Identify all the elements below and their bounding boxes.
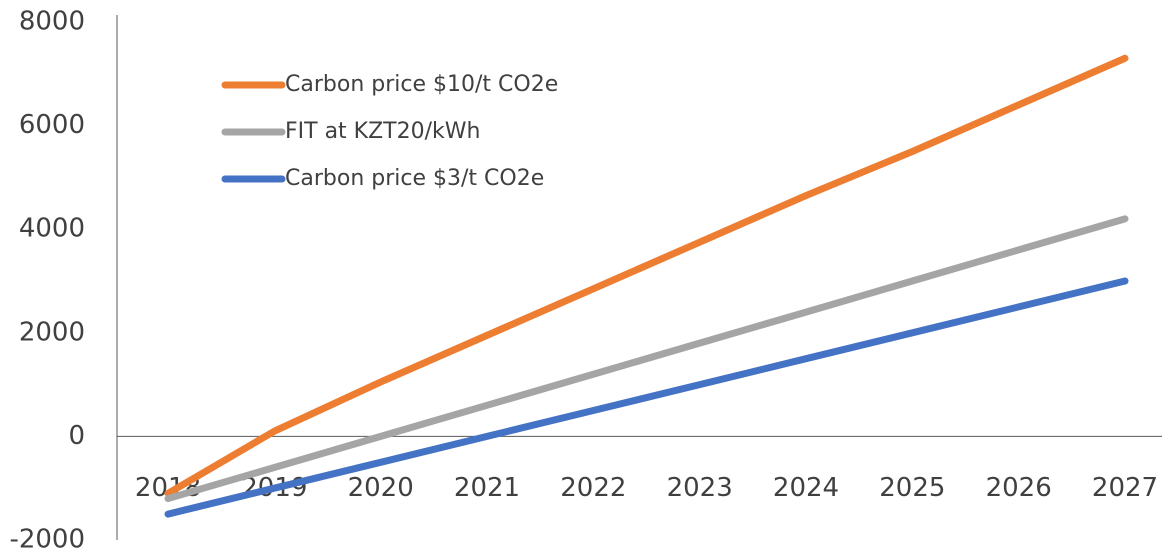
line <box>164 215 1129 503</box>
x-tick-label: 2023 <box>667 473 733 503</box>
legend-label: Carbon price $10/t CO2e <box>285 72 558 97</box>
y-tick-label: -2000 <box>9 525 85 553</box>
y-tick-label: 0 <box>68 421 85 451</box>
line <box>164 54 1129 497</box>
y-tick-label: 8000 <box>19 7 85 37</box>
y-tick-label: 6000 <box>19 110 85 140</box>
line <box>164 277 1129 518</box>
x-tick-label: 2022 <box>560 473 626 503</box>
x-tick-label: 2025 <box>879 473 945 503</box>
legend-label: FIT at KZT20/kWh <box>285 119 480 144</box>
x-tick-label: 2024 <box>773 473 839 503</box>
x-tick-label: 2027 <box>1092 473 1158 503</box>
x-tick-label: 2020 <box>348 473 414 503</box>
legend-label: Carbon price $3/t CO2e <box>285 166 544 191</box>
y-tick-label: 4000 <box>19 214 85 244</box>
x-tick-label: 2021 <box>454 473 520 503</box>
x-tick-label: 2026 <box>986 473 1052 503</box>
y-tick-label: 2000 <box>19 317 85 347</box>
